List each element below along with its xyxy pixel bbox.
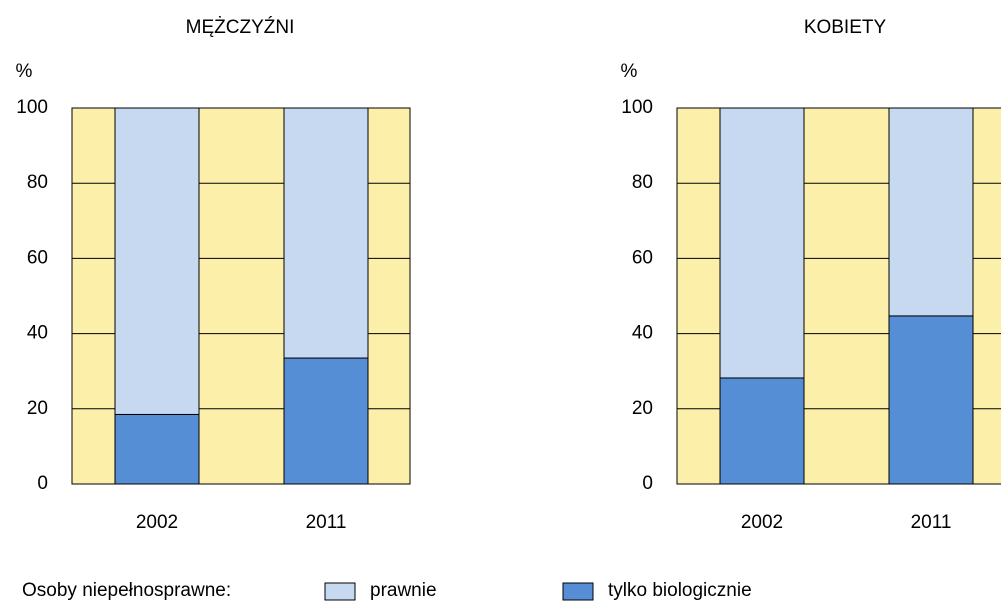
bar-segment [114, 107, 200, 415]
bar-segment [888, 107, 974, 317]
bar-segment [719, 107, 805, 379]
y-tick-label: 0 [37, 473, 48, 494]
legend-label: tylko biologicznie [608, 580, 752, 601]
y-tick-label: 40 [27, 323, 48, 344]
bar-segment [719, 377, 805, 485]
bar-segment [114, 413, 200, 485]
x-tick-label: 2011 [911, 512, 952, 533]
bar-segment [283, 357, 369, 485]
chart-title: KOBIETY [804, 17, 887, 38]
legend-label: prawnie [370, 580, 437, 601]
y-tick-label: 20 [632, 398, 653, 419]
y-tick-label: 0 [642, 473, 653, 494]
x-tick-label: 2002 [741, 512, 783, 533]
chart-title: MĘŻCZYŹNI [186, 17, 295, 38]
bar-segment [283, 107, 369, 359]
y-tick-label: 20 [27, 398, 48, 419]
y-axis-label: % [16, 61, 33, 82]
legend-title: Osoby niepełnosprawne: [22, 580, 231, 601]
x-tick-label: 2002 [136, 512, 178, 533]
y-axis-label: % [621, 61, 638, 82]
y-tick-label: 80 [27, 172, 48, 193]
x-tick-label: 2011 [306, 512, 347, 533]
bar-segment [888, 315, 974, 485]
y-tick-label: 80 [632, 172, 653, 193]
legend-swatch [562, 582, 594, 601]
y-tick-label: 100 [16, 97, 48, 118]
y-tick-label: 60 [632, 247, 653, 268]
y-tick-label: 40 [632, 323, 653, 344]
y-tick-label: 100 [621, 97, 653, 118]
y-tick-label: 60 [27, 247, 48, 268]
legend-swatch [324, 582, 356, 601]
